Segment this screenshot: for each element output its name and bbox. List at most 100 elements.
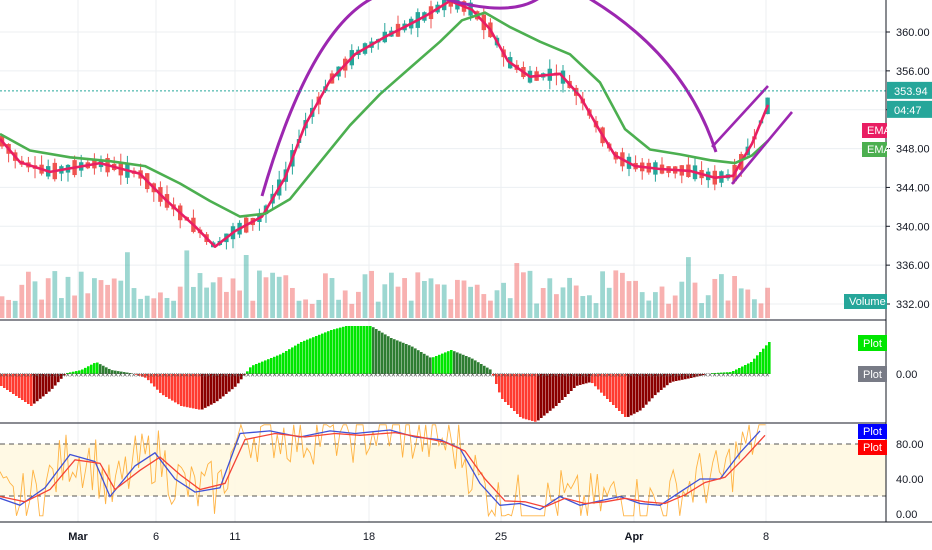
volume-bar	[125, 252, 130, 318]
momentum-bar	[525, 374, 528, 420]
momentum-bar	[147, 374, 150, 381]
momentum-bar	[723, 372, 726, 374]
momentum-bar	[378, 330, 381, 374]
momentum-bar	[129, 373, 132, 374]
volume-bar	[593, 303, 599, 318]
momentum-bar	[105, 367, 108, 374]
momentum-bar	[498, 374, 501, 393]
stochastic-tick-label: 80.00	[896, 439, 924, 451]
zero-cross-marker: ×	[52, 371, 57, 380]
volume-bar	[19, 284, 25, 318]
momentum-bar	[432, 357, 435, 374]
zero-cross-marker: ×	[202, 371, 207, 380]
price-pane[interactable]	[0, 0, 886, 522]
momentum-bar	[741, 366, 744, 374]
momentum-bar	[60, 374, 63, 379]
volume-bar	[587, 295, 592, 318]
zero-cross-marker: ×	[576, 371, 581, 380]
stochastic-tick-label: 0.00	[896, 509, 917, 521]
zero-cross-marker: ×	[765, 371, 770, 380]
momentum-bar	[135, 374, 138, 375]
zero-cross-marker: ×	[642, 371, 647, 380]
volume-bar	[243, 255, 249, 318]
momentum-bar	[120, 371, 123, 374]
channel-lower-line[interactable]	[731, 111, 793, 185]
volume-bar	[349, 303, 355, 318]
zero-cross-marker: ×	[527, 371, 532, 380]
zero-cross-marker: ×	[17, 371, 22, 380]
momentum-bar	[246, 371, 249, 374]
svg-text:Volume: Volume	[849, 296, 886, 308]
zero-cross-marker: ×	[505, 371, 510, 380]
stochastic-d-label: Plot	[858, 440, 887, 455]
volume-bar	[745, 289, 751, 318]
momentum-bar	[360, 326, 363, 374]
momentum-bar	[42, 374, 45, 397]
zero-cross-marker: ×	[360, 371, 365, 380]
momentum-bar	[174, 374, 177, 403]
momentum-bar	[711, 373, 714, 374]
volume-bar	[422, 280, 427, 318]
momentum-bar	[171, 374, 174, 401]
trend-line-drawings[interactable]	[260, 0, 793, 197]
volume-bar	[78, 271, 84, 318]
zero-cross-marker: ×	[127, 371, 132, 380]
momentum-bar	[690, 374, 693, 378]
momentum-bar	[363, 326, 366, 374]
momentum-bar	[510, 374, 513, 408]
momentum-bar	[669, 374, 672, 383]
zero-cross-marker: ×	[461, 371, 466, 380]
zero-cross-marker: ×	[255, 371, 260, 380]
zero-cross-marker: ×	[158, 371, 163, 380]
momentum-bar	[261, 361, 264, 374]
zero-cross-marker: ×	[259, 371, 264, 380]
time-axis-labels[interactable]: Mar 6 11 18 25 Apr 8	[68, 531, 769, 543]
momentum-bar	[729, 372, 732, 374]
momentum-bar	[654, 374, 657, 396]
momentum-bar	[639, 374, 642, 411]
price-axis[interactable]: 332.00336.00340.00344.00348.00352.00356.…	[844, 0, 932, 522]
volume-bar	[626, 281, 632, 318]
stochastic-pane[interactable]	[0, 423, 886, 518]
volume-bar	[461, 280, 467, 318]
momentum-bar	[477, 362, 480, 374]
volume-bar	[0, 296, 5, 318]
momentum-bar	[555, 374, 558, 406]
momentum-bar	[279, 354, 282, 374]
zero-line-markers: × × × × × × × × × × × × × × × × × × × × × × × × × × × × × × × × × × × × × × × ×…	[0, 371, 770, 380]
volume-bar	[468, 286, 473, 318]
arc-trend-line[interactable]	[260, 0, 718, 197]
channel-upper-line[interactable]	[711, 85, 769, 148]
volume-bar	[329, 278, 335, 318]
zero-cross-marker: ×	[57, 371, 62, 380]
zero-cross-marker: ×	[514, 371, 519, 380]
momentum-bar	[291, 347, 294, 374]
momentum-bar	[405, 344, 408, 374]
zero-cross-marker: ×	[448, 371, 453, 380]
zero-cross-marker: ×	[8, 371, 13, 380]
momentum-bar	[606, 374, 609, 399]
volume-bar	[158, 292, 163, 318]
momentum-bar	[633, 374, 636, 414]
time-axis-label: 18	[363, 531, 375, 543]
zero-cross-marker: ×	[615, 371, 620, 380]
volume-bar	[118, 280, 124, 318]
momentum-bar	[546, 374, 549, 414]
momentum-bar	[693, 374, 696, 378]
volume-bar	[646, 300, 652, 318]
momentum-bar	[327, 331, 330, 374]
zero-cross-marker: ×	[391, 371, 396, 380]
momentum-bar	[657, 374, 660, 393]
time-axis-label: Apr	[625, 531, 645, 543]
volume-bar	[184, 250, 190, 318]
volume-bar	[270, 272, 275, 318]
momentum-bar	[87, 366, 90, 374]
ema-fast-line	[0, 0, 770, 248]
momentum-pane[interactable]: × × × × × × × × × × × × × × × × × × × × × × × × × × × × × × × × × × × × × × × ×…	[0, 326, 771, 422]
zero-cross-marker: ×	[149, 371, 154, 380]
volume-bar	[323, 273, 328, 318]
ema-slow-line	[0, 11, 769, 218]
volume-bar	[171, 300, 176, 318]
zero-cross-marker: ×	[321, 371, 326, 380]
